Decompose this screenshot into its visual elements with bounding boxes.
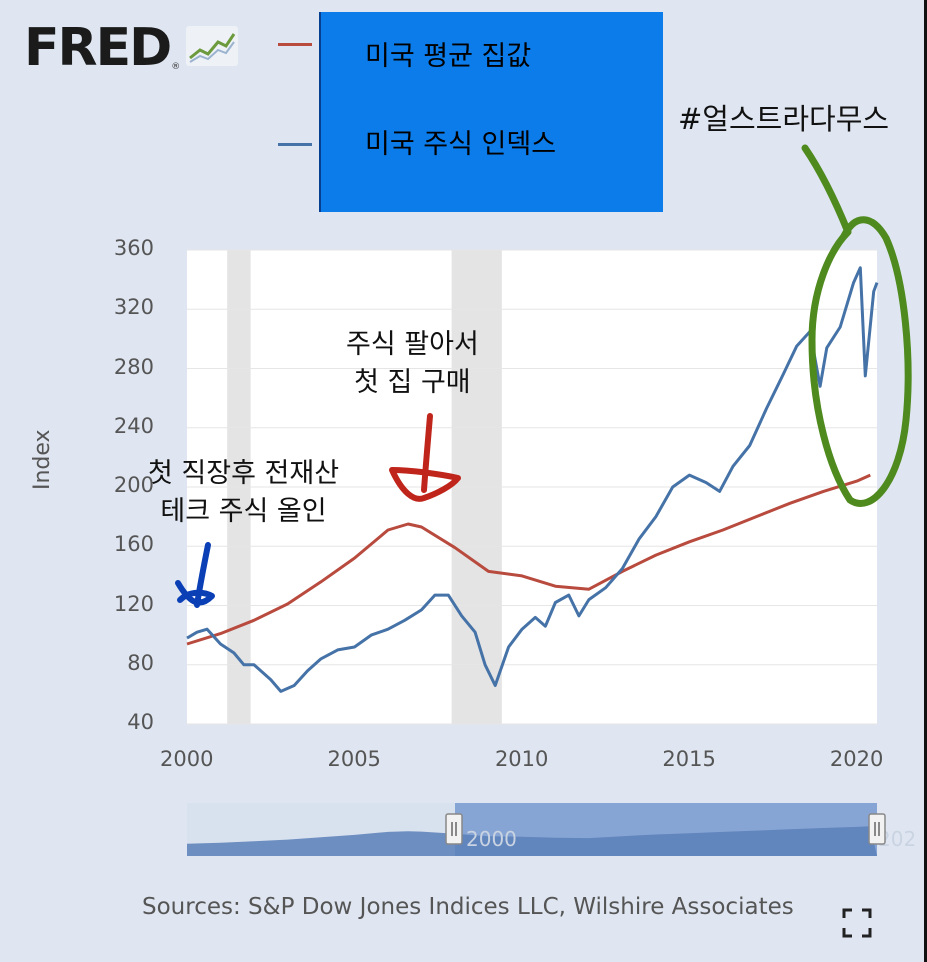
series-lines bbox=[186, 266, 879, 693]
y-tick-240: 240 bbox=[113, 413, 154, 438]
hashtag-annotation: #얼스트라다무스 bbox=[678, 102, 890, 136]
fred-logo-text: FRED bbox=[24, 18, 172, 78]
x-tick-2020: 2020 bbox=[829, 747, 884, 771]
legend-label-house: 미국 평균 집값 bbox=[365, 41, 532, 72]
source-credit: Sources: S&P Dow Jones Indices LLC, Wils… bbox=[142, 894, 794, 920]
y-tick-40: 40 bbox=[127, 710, 154, 734]
y-tick-360: 360 bbox=[113, 236, 154, 260]
y-tick-120: 120 bbox=[113, 591, 154, 616]
annotation-first-job: 첫 직장후 전재산 테크 주식 올인 bbox=[148, 455, 339, 531]
navigator-right-handle[interactable] bbox=[868, 813, 886, 845]
blue-arrow-mark bbox=[175, 542, 215, 608]
range-navigator[interactable]: 2000 202 bbox=[187, 803, 916, 856]
registered-mark: ® bbox=[171, 62, 181, 72]
annotation-first-job-line2: 테크 주식 올인 bbox=[160, 496, 327, 527]
red-arrow-mark bbox=[389, 413, 461, 502]
grid-lines bbox=[187, 249, 877, 725]
fullscreen-icon[interactable] bbox=[842, 908, 872, 938]
legend-label-stock: 미국 주식 인덱스 bbox=[365, 129, 557, 160]
y-tick-160: 160 bbox=[113, 532, 154, 557]
legend-line-house bbox=[278, 43, 312, 46]
fred-graph-icon bbox=[186, 26, 239, 70]
y-tick-200: 200 bbox=[113, 473, 154, 497]
y-tick-80: 80 bbox=[127, 650, 154, 675]
x-tick-2005: 2005 bbox=[327, 747, 381, 771]
x-tick-2000: 2000 bbox=[160, 747, 214, 771]
y-tick-280: 280 bbox=[113, 354, 154, 379]
navigator-left-label: 2000 bbox=[466, 827, 517, 851]
series-line-stock-index bbox=[186, 266, 879, 693]
series-line-house-price bbox=[186, 473, 871, 646]
legend-overlay-box: 미국 평균 집값 미국 주식 인덱스 bbox=[319, 12, 663, 212]
annotation-sold-line2: 첫 집 구매 bbox=[354, 367, 471, 398]
annotation-sold-line1: 주식 팔아서 bbox=[346, 329, 479, 360]
x-tick-2010: 2010 bbox=[494, 747, 549, 771]
x-tick-2015: 2015 bbox=[662, 747, 716, 771]
annotation-first-job-line1: 첫 직장후 전재산 bbox=[148, 458, 340, 489]
navigator-series-area bbox=[187, 826, 877, 856]
legend-line-stock bbox=[278, 143, 312, 146]
green-circle-mark bbox=[801, 144, 912, 507]
annotation-sold-stock: 주식 팔아서 첫 집 구매 bbox=[346, 326, 479, 402]
navigator-left-handle[interactable] bbox=[445, 813, 463, 845]
y-tick-320: 320 bbox=[113, 295, 154, 320]
fred-logo: FRED ® bbox=[24, 18, 239, 78]
